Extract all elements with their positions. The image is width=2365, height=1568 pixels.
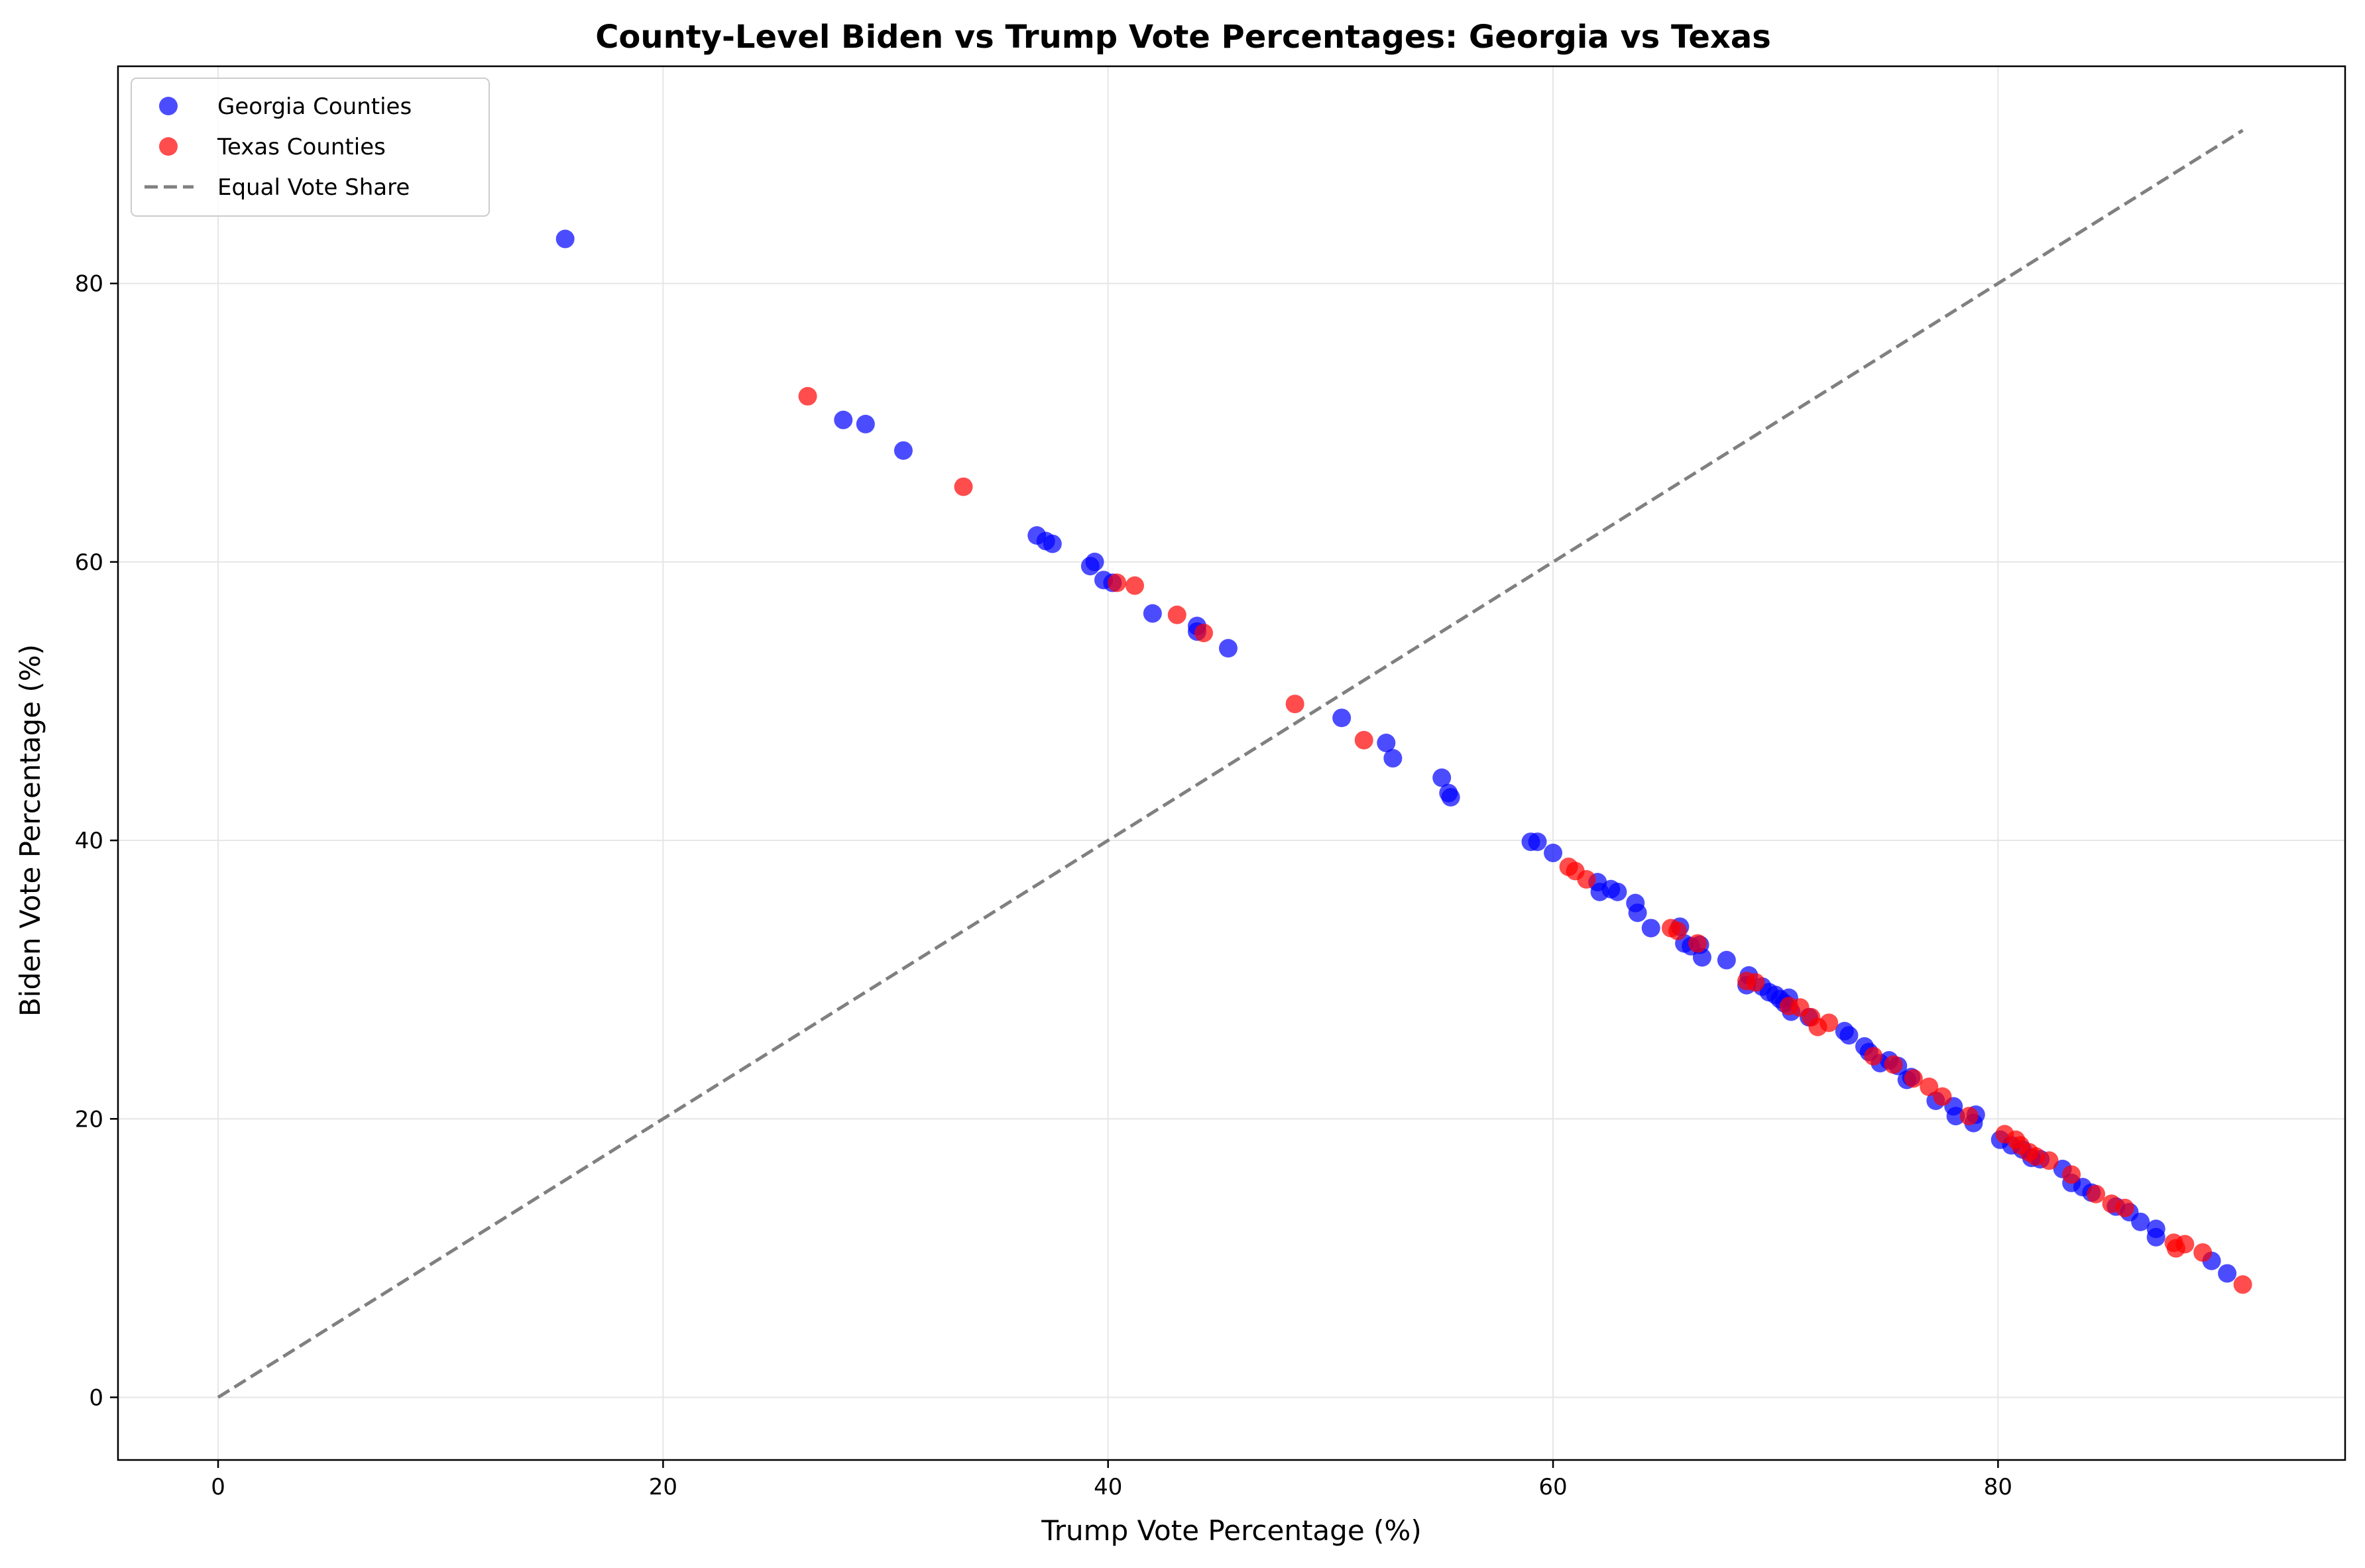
y-axis-label: Biden Vote Percentage (%) — [14, 644, 46, 1017]
georgia-point — [2131, 1212, 2150, 1231]
texas-point — [1194, 624, 1214, 643]
y-tick-label: 20 — [75, 1106, 103, 1133]
y-tick-label: 60 — [75, 549, 103, 576]
georgia-point — [2218, 1264, 2237, 1283]
georgia-point — [1717, 950, 1736, 970]
georgia-point — [1628, 903, 1647, 923]
y-tick-label: 0 — [89, 1384, 103, 1411]
texas-point — [2233, 1275, 2252, 1294]
georgia-point — [1332, 708, 1352, 728]
legend-texas-marker — [159, 137, 178, 156]
georgia-point — [1641, 919, 1660, 938]
legend-texas-label: Texas Counties — [217, 134, 386, 160]
georgia-point — [1383, 749, 1403, 768]
georgia-point — [1441, 787, 1460, 807]
chart-title: County-Level Biden vs Trump Vote Percent… — [595, 19, 1771, 56]
texas-point — [2175, 1235, 2195, 1254]
plot-frame — [117, 65, 2346, 1461]
georgia-point — [856, 414, 875, 433]
texas-point — [2193, 1243, 2213, 1262]
georgia-point — [834, 410, 853, 429]
texas-point — [1819, 1013, 1839, 1033]
georgia-point — [1085, 552, 1104, 571]
legend-box — [131, 78, 490, 217]
georgia-point — [1608, 882, 1627, 901]
georgia-point — [1143, 604, 1162, 623]
legend-georgia-marker — [159, 97, 178, 115]
y-tick-label: 80 — [75, 271, 103, 298]
texas-point — [2087, 1184, 2106, 1204]
x-tick-label: 20 — [649, 1474, 677, 1500]
texas-point — [1688, 934, 1707, 953]
texas-point — [1933, 1087, 1952, 1106]
legend-equal-vote-share-label: Equal Vote Share — [217, 174, 410, 201]
texas-point — [798, 386, 817, 406]
y-tick-label: 40 — [75, 828, 103, 854]
texas-point — [2062, 1165, 2081, 1184]
x-axis-label: Trump Vote Percentage (%) — [1041, 1514, 1421, 1547]
texas-point — [1746, 973, 1765, 992]
plot-area: 0 20 40 60 80 0 20 40 60 80 Georgia Counties Texas … — [75, 65, 2346, 1500]
texas-point — [1920, 1077, 1939, 1096]
texas-point — [1904, 1069, 1923, 1088]
texas-point — [1577, 869, 1596, 889]
texas-point — [2040, 1151, 2059, 1170]
georgia-point — [1946, 1107, 1965, 1126]
georgia-point — [1377, 734, 1396, 753]
texas-point — [1668, 921, 1688, 940]
georgia-point — [1043, 534, 1062, 553]
georgia-point — [1692, 948, 1711, 967]
texas-point — [1167, 605, 1186, 624]
georgia-point — [1839, 1026, 1859, 1045]
texas-point — [1864, 1046, 1883, 1066]
texas-point — [1108, 573, 1127, 592]
georgia-point — [555, 229, 575, 249]
texas-point — [954, 477, 973, 496]
georgia-point — [1544, 844, 1563, 863]
equal-vote-share-line — [217, 129, 2244, 1399]
texas-point — [1354, 730, 1373, 750]
legend-georgia-label: Georgia Counties — [217, 93, 412, 120]
georgia-point — [1218, 639, 1238, 658]
georgia-point — [894, 441, 913, 460]
x-tick-label: 40 — [1094, 1474, 1122, 1500]
texas-point — [2115, 1198, 2134, 1217]
texas-point — [1959, 1107, 1979, 1126]
x-tick-label: 60 — [1538, 1474, 1567, 1500]
texas-point — [1125, 576, 1144, 595]
georgia-point — [2146, 1227, 2165, 1247]
x-tick-label: 80 — [1984, 1474, 2012, 1500]
georgia-point — [1432, 768, 1452, 787]
x-tick-label: 0 — [211, 1474, 225, 1500]
texas-point — [1884, 1055, 1903, 1074]
texas-point — [1285, 695, 1304, 714]
georgia-point — [1528, 832, 1547, 852]
